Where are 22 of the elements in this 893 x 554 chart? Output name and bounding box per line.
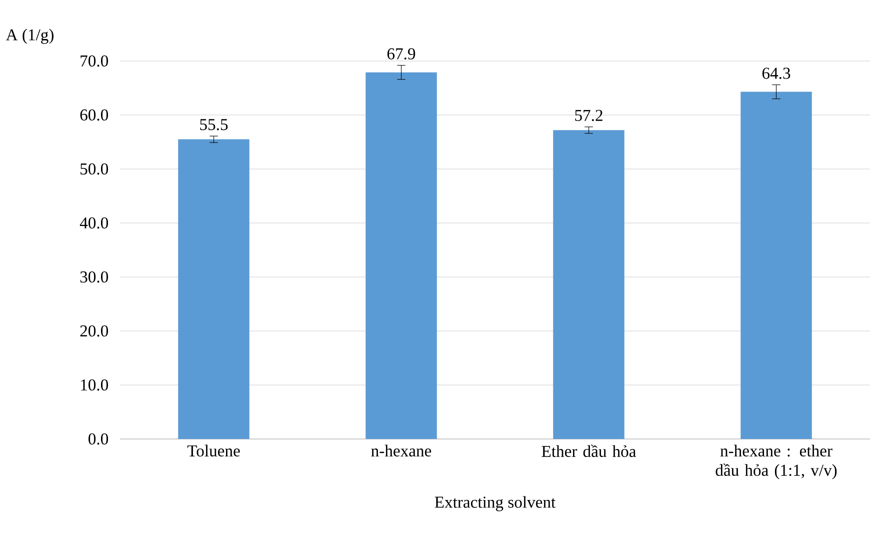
x-tick-label: Toluene [187,444,240,456]
data-label: 67.9 [387,48,416,60]
x-tick-label: n-hexane [371,444,432,456]
y-tick-label: 30.0 [80,271,108,283]
data-label: 55.5 [200,119,228,130]
x-tick-label: n-hexane : ether dầu hỏa (1:1, v/v) [716,444,837,480]
data-label: 57.2 [575,110,602,122]
data-label: 64.3 [762,68,790,79]
y-tick-label: 50.0 [80,163,108,175]
bar [740,92,812,439]
x-tick-label: Ether dầu hỏa [542,444,636,457]
bar [178,139,250,439]
y-tick-label: 0.0 [88,433,108,445]
bar [553,130,624,439]
y-tick-label: 40.0 [80,217,108,229]
y-tick-label: 60.0 [80,109,108,121]
bar [366,72,437,439]
y-axis-title: A (1/g) [6,28,54,44]
y-tick-label: 70.0 [80,55,108,67]
x-axis-title: Extracting solvent [434,496,556,512]
y-tick-label: 20.0 [80,325,108,337]
y-tick-label: 10.0 [81,379,108,391]
